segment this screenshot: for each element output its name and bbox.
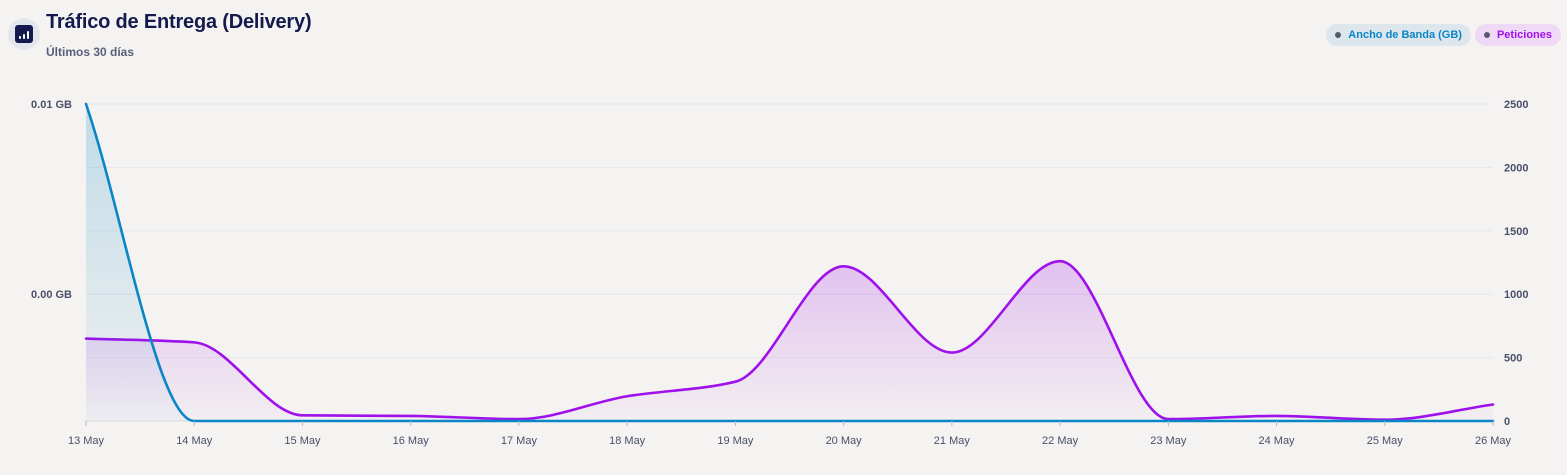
- x-tick-label: 14 May: [176, 435, 213, 447]
- x-tick-label: 23 May: [1150, 435, 1187, 447]
- x-tick-label: 21 May: [934, 435, 971, 447]
- legend-item-bandwidth[interactable]: Ancho de Banda (GB): [1326, 24, 1471, 46]
- legend-label-bandwidth: Ancho de Banda (GB): [1348, 29, 1462, 41]
- legend-label-requests: Peticiones: [1496, 29, 1552, 41]
- x-tick-label: 19 May: [717, 435, 754, 447]
- legend-dot-icon: [1483, 32, 1490, 38]
- x-tick-label: 26 May: [1475, 435, 1512, 447]
- x-tick-label: 24 May: [1258, 435, 1295, 447]
- y-right-tick-label: 2000: [1504, 162, 1528, 174]
- series-area-requests: [86, 261, 1493, 421]
- y-right-tick-label: 0: [1504, 416, 1510, 428]
- chart-subtitle: Últimos 30 días: [46, 45, 135, 59]
- x-tick-label: 18 May: [609, 435, 646, 447]
- y-left-tick-label: 0.00 GB: [31, 289, 72, 301]
- series-line-requests: [84, 259, 1495, 422]
- series-line-bandwidth: [84, 102, 1495, 423]
- x-tick-label: 25 May: [1367, 435, 1404, 447]
- x-tick-label: 13 May: [68, 435, 105, 447]
- legend-dot-icon: [1335, 32, 1342, 38]
- x-tick-label: 15 May: [284, 435, 321, 447]
- x-tick-label: 17 May: [501, 435, 538, 447]
- x-tick-label: 20 May: [826, 435, 863, 447]
- x-tick-label: 22 May: [1042, 435, 1079, 447]
- legend-item-requests[interactable]: Peticiones: [1474, 24, 1561, 46]
- y-left-tick-label: 0.01 GB: [31, 99, 72, 111]
- bar-chart-icon: [8, 18, 40, 50]
- y-right-tick-label: 2500: [1504, 99, 1528, 111]
- chart-legend: Ancho de Banda (GB) Peticiones: [1326, 24, 1561, 46]
- chart-title: Tráfico de Entrega (Delivery): [46, 11, 312, 33]
- y-right-tick-label: 1500: [1504, 226, 1528, 238]
- y-right-tick-label: 1000: [1504, 289, 1528, 301]
- y-right-tick-label: 500: [1504, 353, 1522, 365]
- x-tick-label: 16 May: [393, 435, 430, 447]
